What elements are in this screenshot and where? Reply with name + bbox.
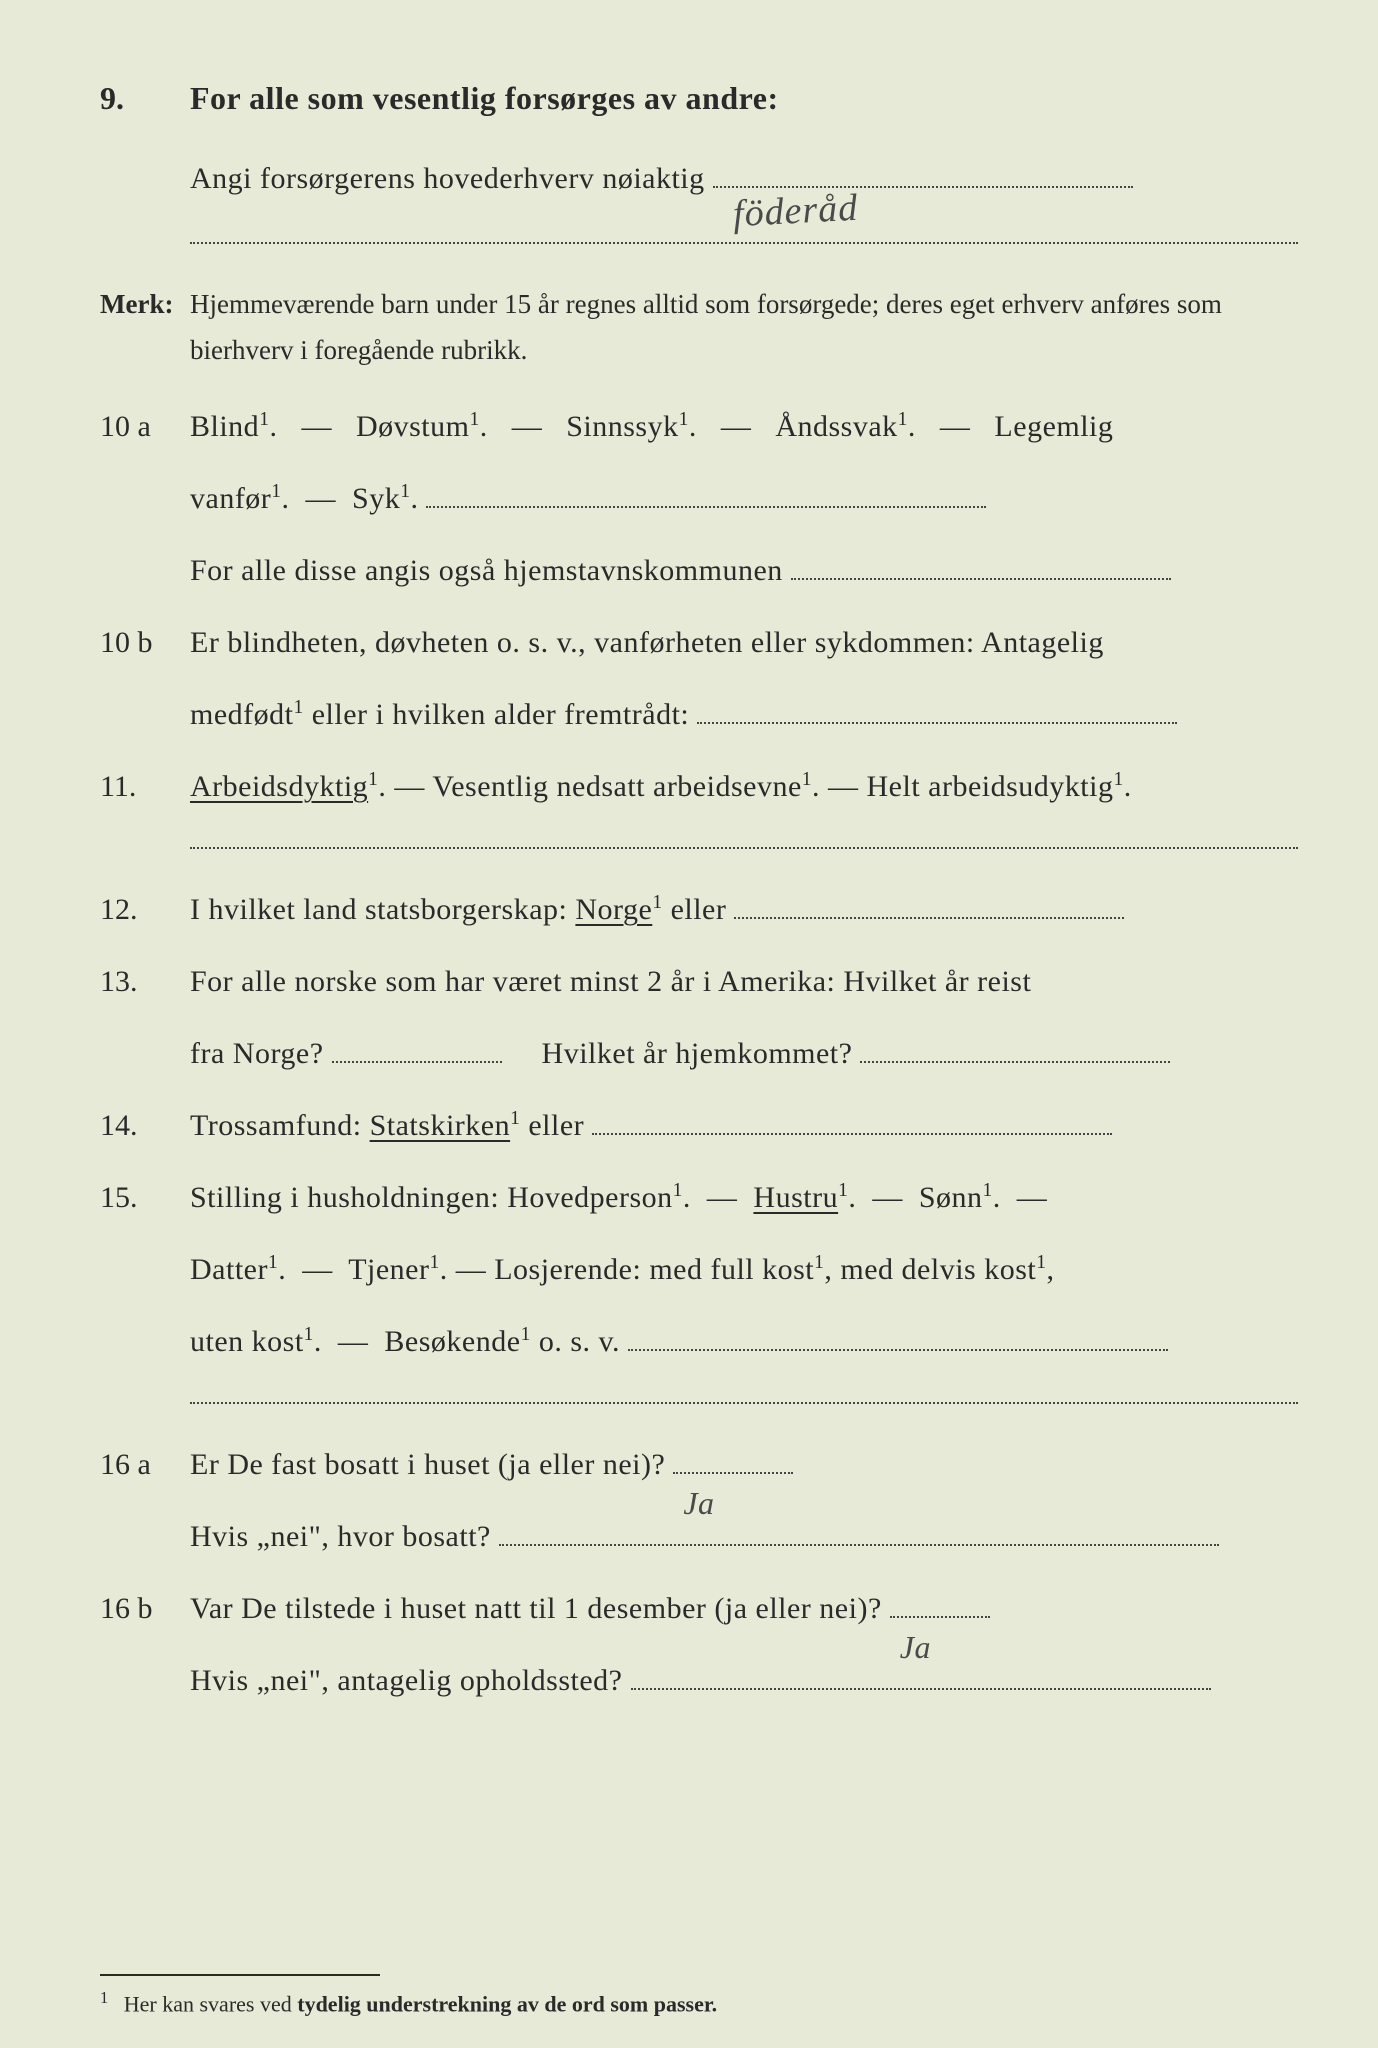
q16b-row2: Hvis „nei", antagelig opholdssted?	[100, 1648, 1298, 1714]
q13-text-b: fra Norge?	[190, 1037, 324, 1070]
q10a-blank[interactable]	[426, 506, 986, 508]
q10b-text-c: eller i hvilken alder fremtrådt:	[312, 698, 690, 731]
q11-opt-udyktig[interactable]: Helt arbeidsudyktig1	[867, 770, 1124, 803]
q14-text-b: eller	[528, 1109, 584, 1142]
q10a-opt-andssvak[interactable]: Åndssvak1.	[775, 410, 916, 443]
footnote-rule	[100, 1974, 380, 1976]
q10a-kommune-field[interactable]	[791, 578, 1171, 580]
q10a-row3: For alle disse angis også hjemstavnskomm…	[100, 538, 1298, 604]
q15-osv: o. s. v.	[539, 1325, 620, 1358]
footnote-text-a: Her kan svares ved	[124, 1991, 298, 2016]
q12-field[interactable]	[734, 917, 1124, 919]
q10a-row2: vanfør1. — Syk1.	[100, 466, 1298, 532]
q10a-opt-blind[interactable]: Blind1.	[190, 410, 277, 443]
q16b-answer-field[interactable]: Ja	[890, 1616, 990, 1618]
q10b-row2: medfødt1 eller i hvilken alder fremtrådt…	[100, 682, 1298, 748]
footnote: 1 Her kan svares ved tydelig understrekn…	[100, 1988, 1298, 2017]
q10a-opt-vanfor[interactable]: vanfør1.	[190, 482, 290, 515]
q15-hovedperson[interactable]: Hovedperson1	[507, 1181, 683, 1214]
q15-number: 15.	[100, 1165, 190, 1231]
footnote-text-b: tydelig understrekning av de ord som pas…	[297, 1991, 717, 2016]
q10b-field[interactable]	[697, 722, 1177, 724]
q12-norge[interactable]: Norge	[575, 893, 652, 926]
q11-opt-nedsatt[interactable]: Vesentlig nedsatt arbeidsevne1	[432, 770, 812, 803]
q15-delvis[interactable]: , med delvis kost1	[824, 1253, 1046, 1286]
merk-label: Merk:	[100, 272, 190, 337]
q16a-row: 16 a Er De fast bosatt i huset (ja eller…	[100, 1432, 1298, 1498]
q13-year-return-field[interactable]	[860, 1061, 1170, 1063]
q16b-opholdssted-field[interactable]	[631, 1688, 1211, 1690]
q12-row: 12. I hvilket land statsborgerskap: Norg…	[100, 877, 1298, 943]
q9-prompt: Angi forsørgerens hovederhverv nøiaktig	[190, 162, 705, 195]
q14-number: 14.	[100, 1093, 190, 1159]
footnote-marker: 1	[100, 1988, 108, 2007]
q9-handwritten: föderåd	[730, 163, 860, 261]
q14-text-a: Trossamfund:	[190, 1109, 370, 1142]
q9-title: For alle som vesentlig forsørges av andr…	[190, 60, 1298, 137]
q15-row2: Datter1. — Tjener1. — Losjerende: med fu…	[100, 1237, 1298, 1303]
q15-hustru[interactable]: Hustru	[753, 1181, 838, 1214]
q14-field[interactable]	[592, 1133, 1112, 1135]
census-form-page: 9. For alle som vesentlig forsørges av a…	[100, 60, 1298, 2008]
q10a-opt-dovstum[interactable]: Døvstum1.	[356, 410, 488, 443]
q10b-row: 10 b Er blindheten, døvheten o. s. v., v…	[100, 610, 1298, 676]
merk-row: Merk: Hjemmeværende barn under 15 år reg…	[100, 272, 1298, 374]
q16a-number: 16 a	[100, 1432, 190, 1498]
q15-field[interactable]	[628, 1349, 1168, 1351]
q14-row: 14. Trossamfund: Statskirken1 eller	[100, 1093, 1298, 1159]
q16b-text-b: Hvis „nei", antagelig opholdssted?	[190, 1664, 623, 1697]
q10b-text-a: Er blindheten, døvheten o. s. v., vanfør…	[190, 610, 1298, 676]
q11-row: 11. Arbeidsdyktig1. — Vesentlig nedsatt …	[100, 754, 1298, 820]
q16a-answer-field[interactable]: Ja	[673, 1472, 793, 1474]
q15-besokende[interactable]: Besøkende1	[384, 1325, 530, 1358]
q11-opt-arbeidsdyktig[interactable]: Arbeidsdyktig	[190, 770, 368, 803]
q15-tjener[interactable]: Tjener1	[348, 1253, 440, 1286]
q12-number: 12.	[100, 877, 190, 943]
q9-answer-field[interactable]: föderåd	[713, 186, 1133, 188]
q15-datter[interactable]: Datter1	[190, 1253, 278, 1286]
q9-line: Angi forsørgerens hovederhverv nøiaktig …	[100, 143, 1298, 215]
q16a-bosatt-field[interactable]	[499, 1544, 1219, 1546]
q9-number: 9.	[100, 60, 190, 137]
q12-text-a: I hvilket land statsborgerskap:	[190, 893, 575, 926]
q10a-opt-syk[interactable]: Syk1.	[352, 482, 418, 515]
q15-sonn[interactable]: Sønn1	[919, 1181, 993, 1214]
q15-continuation-line[interactable]	[190, 1385, 1298, 1404]
q15-lead: Stilling i husholdningen:	[190, 1181, 507, 1214]
q10b-number: 10 b	[100, 610, 190, 676]
q16b-handwritten: Ja	[900, 1612, 931, 1682]
q13-row: 13. For alle norske som har været minst …	[100, 949, 1298, 1015]
q13-text-c: Hvilket år hjemkommet?	[542, 1037, 853, 1070]
q13-number: 13.	[100, 949, 190, 1015]
q15-row3: uten kost1. — Besøkende1 o. s. v.	[100, 1309, 1298, 1375]
q13-text-a: For alle norske som har været minst 2 år…	[190, 949, 1298, 1015]
q13-row2: fra Norge? Hvilket år hjemkommet?	[100, 1021, 1298, 1087]
q12-text-b: eller	[671, 893, 727, 926]
q15-losjerende-full[interactable]: Losjerende: med full kost1	[494, 1253, 824, 1286]
merk-text: Hjemmeværende barn under 15 år regnes al…	[190, 282, 1298, 374]
q16a-text-a: Er De fast bosatt i huset (ja eller nei)…	[190, 1448, 665, 1481]
q10a-number: 10 a	[100, 394, 190, 460]
q11-number: 11.	[100, 754, 190, 820]
q11-continuation-line[interactable]	[190, 830, 1298, 849]
q15-uten-kost[interactable]: uten kost1	[190, 1325, 314, 1358]
q15-row: 15. Stilling i husholdningen: Hovedperso…	[100, 1165, 1298, 1231]
q10a-opt-sinnssyk[interactable]: Sinnssyk1.	[566, 410, 697, 443]
q10a-row: 10 a Blind1. — Døvstum1. — Sinnssyk1. — …	[100, 394, 1298, 460]
q16b-row: 16 b Var De tilstede i huset natt til 1 …	[100, 1576, 1298, 1642]
q9-row: 9. For alle som vesentlig forsørges av a…	[100, 60, 1298, 137]
q16a-handwritten: Ja	[683, 1468, 714, 1538]
q13-year-left-field[interactable]	[332, 1061, 502, 1063]
q16a-text-b: Hvis „nei", hvor bosatt?	[190, 1520, 491, 1553]
q10b-medfodt[interactable]: medfødt1	[190, 698, 304, 731]
q16b-text-a: Var De tilstede i huset natt til 1 desem…	[190, 1592, 882, 1625]
q16b-number: 16 b	[100, 1576, 190, 1642]
q10a-line2: For alle disse angis også hjemstavnskomm…	[190, 554, 783, 587]
q14-statskirken[interactable]: Statskirken	[370, 1109, 511, 1142]
